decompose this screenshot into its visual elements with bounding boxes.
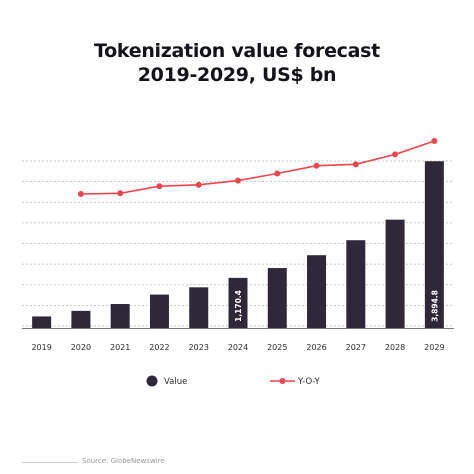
yoy-point-2021: [117, 190, 124, 197]
bar-2022: [149, 294, 169, 328]
bar-2019: [32, 316, 52, 328]
bar-2026: [307, 255, 327, 328]
yoy-point-2026: [313, 162, 320, 169]
bar-2024: [228, 277, 248, 328]
x-tick-label: 2024: [228, 343, 248, 352]
legend-value-marker: [146, 375, 158, 387]
x-tick-label: 2021: [110, 343, 130, 352]
bar-2025: [267, 268, 287, 328]
chart-subtitle: 2019-2029, US$ bn: [137, 64, 337, 86]
yoy-point-2028: [392, 151, 399, 158]
yoy-point-2025: [274, 170, 281, 177]
x-axis-labels: 2019 2020 2021 2022 2023 2024 2025 2026 2027 2028…: [31, 343, 444, 352]
x-tick-label: 2029: [424, 343, 444, 352]
yoy-point-2027: [352, 161, 359, 168]
bar-2028: [385, 219, 405, 328]
x-tick-label: 2025: [267, 343, 287, 352]
yoy-line: [80, 140, 435, 195]
source-note: Source: GlobeNewswire: [82, 457, 165, 465]
bar-2021: [110, 304, 130, 328]
yoy-point-2023: [195, 181, 202, 188]
legend-yoy-marker: [279, 378, 286, 384]
x-tick-label: 2027: [346, 343, 366, 352]
bar-2027: [346, 240, 366, 328]
bar-series: 1,170.4 3,894.8: [32, 161, 444, 328]
x-tick-label: 2028: [385, 343, 405, 352]
data-label-2029: 3,894.8: [430, 290, 439, 322]
data-label-2024: 1,170.4: [234, 290, 243, 322]
legend-yoy-label: Y-O-Y: [297, 377, 320, 387]
source-divider: [22, 462, 78, 463]
x-tick-label: 2023: [189, 343, 209, 352]
legend-value-label: Value: [164, 377, 187, 387]
x-tick-label: 2020: [71, 343, 91, 352]
yoy-point-2029: [431, 138, 438, 144]
x-tick-label: 2022: [149, 343, 169, 352]
chart-title: Tokenization value forecast: [94, 40, 380, 62]
bar-2020: [71, 310, 91, 328]
yoy-point-2024: [235, 177, 241, 184]
bar-2023: [189, 287, 209, 328]
yoy-line-series: [77, 138, 438, 197]
bar-2029: [424, 161, 444, 328]
legend: Value Y-O-Y: [146, 375, 320, 387]
x-tick-label: 2026: [306, 343, 326, 352]
x-tick-label: 2019: [31, 343, 51, 352]
yoy-point-2022: [156, 183, 163, 190]
yoy-point-2020: [77, 191, 84, 197]
